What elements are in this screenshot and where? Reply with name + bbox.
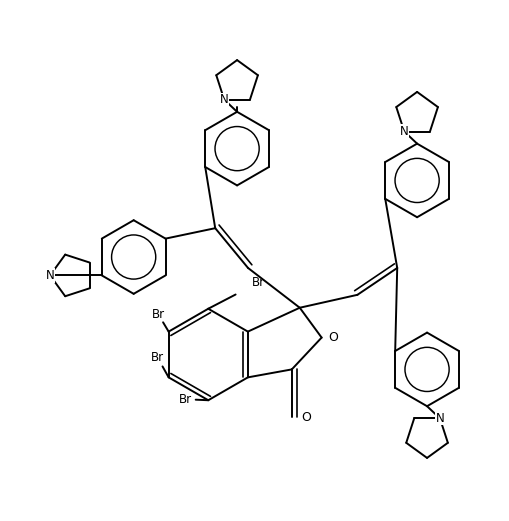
Text: N: N: [46, 269, 54, 282]
Text: O: O: [301, 411, 310, 424]
Text: N: N: [400, 125, 409, 138]
Text: Br: Br: [152, 308, 165, 321]
Text: Br: Br: [179, 393, 192, 406]
Text: O: O: [329, 331, 338, 344]
Text: Br: Br: [151, 351, 164, 364]
Text: N: N: [436, 412, 444, 425]
Text: N: N: [220, 93, 229, 106]
Text: Br: Br: [251, 276, 265, 289]
